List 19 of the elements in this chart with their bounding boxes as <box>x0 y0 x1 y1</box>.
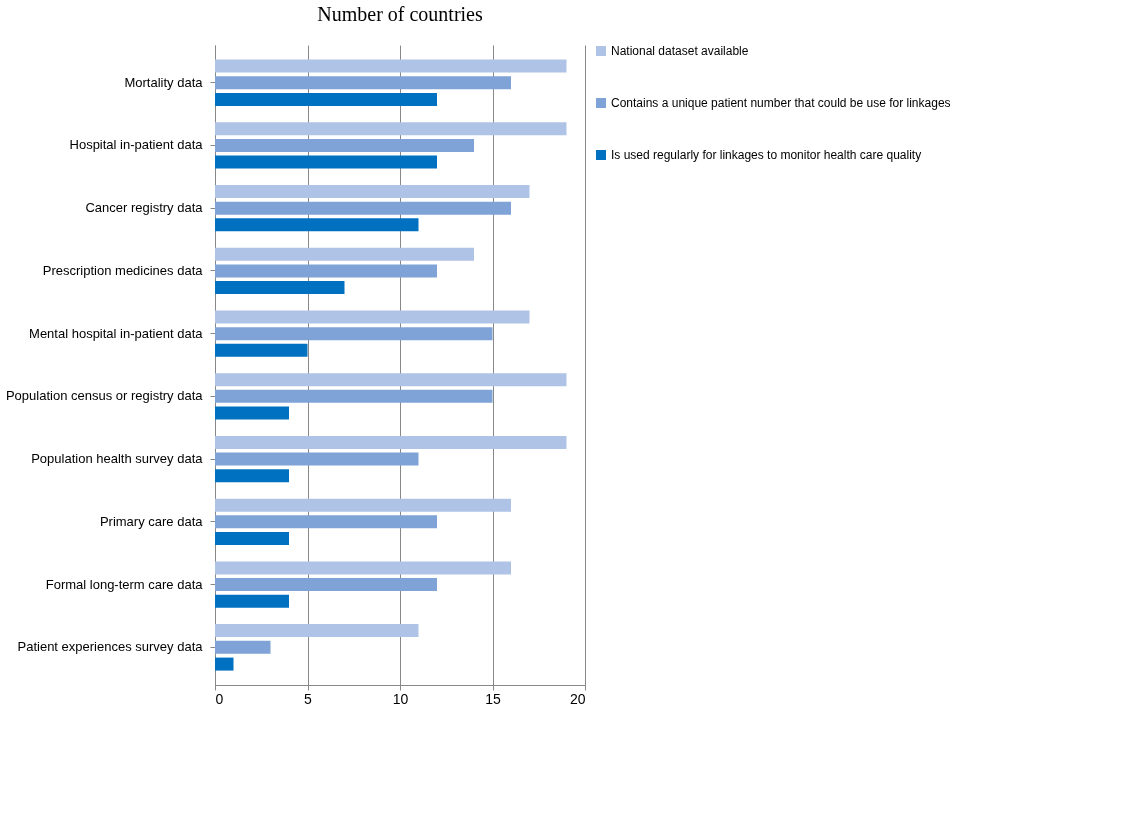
y-tick-label: Mental hospital in-patient data <box>29 325 204 341</box>
x-tick-label: 15 <box>485 690 501 707</box>
chart-title: Number of countries <box>317 3 483 25</box>
x-tick-label: 0 <box>215 690 224 707</box>
legend-label: National dataset available <box>611 44 749 58</box>
y-tick-label: Cancer registry data <box>85 200 204 216</box>
y-tick-label: Primary care data <box>99 513 204 529</box>
y-tick-label: Mortality data <box>124 74 204 90</box>
x-tick-label: 20 <box>569 690 586 707</box>
legend-label: Contains a unique patient number that could be use for linkages <box>611 96 951 110</box>
y-tick-label: Formal long-term care data <box>45 576 204 592</box>
y-tick-label: Population census or registry data <box>5 388 204 404</box>
y-tick-label: Patient experiences survey data <box>17 639 204 655</box>
x-tick-label: 10 <box>392 690 409 707</box>
x-tick-label: 5 <box>304 690 313 707</box>
y-tick-label: Prescription medicines data <box>42 262 204 278</box>
y-tick-label: Hospital in-patient data <box>69 137 204 153</box>
y-tick-label: Population health survey data <box>31 451 204 467</box>
legend-label: Is used regularly for linkages to monitor health care quality <box>611 148 922 162</box>
